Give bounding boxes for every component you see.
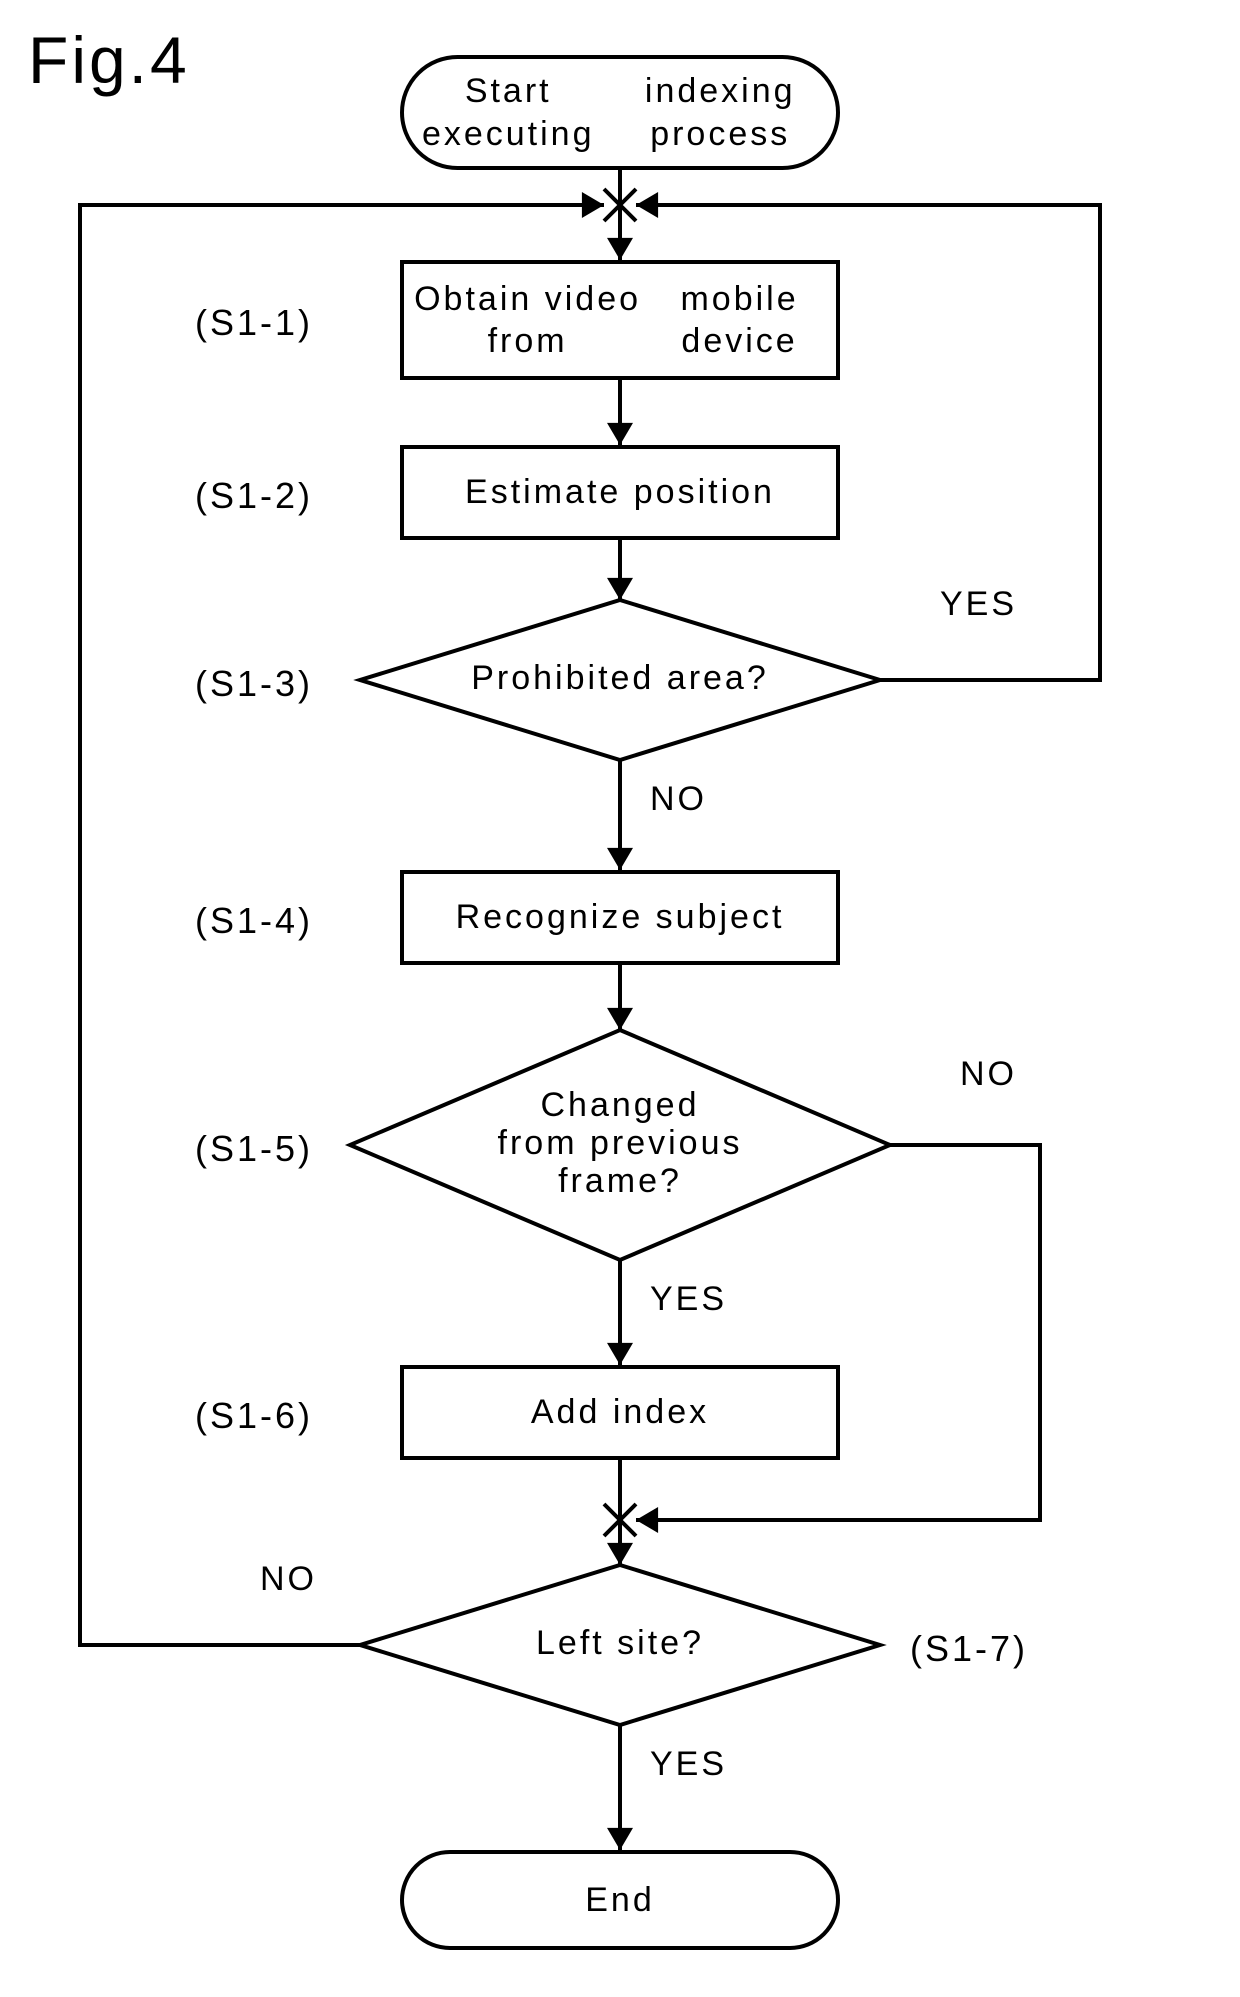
svg-text:Left site?: Left site?	[536, 1624, 704, 1662]
node-s1: Obtain video frommobile device	[400, 260, 840, 380]
node-start: Start executingindexing process	[400, 55, 840, 170]
node-s4: Recognize subject	[400, 870, 840, 965]
flowchart-canvas: Fig.4 Start executingindexing process Ob…	[0, 0, 1240, 1997]
node-s6: Add index	[400, 1365, 840, 1460]
label-s5: (S1-5)	[195, 1128, 313, 1170]
label-s7: (S1-7)	[910, 1628, 1028, 1670]
svg-text:frame?: frame?	[558, 1162, 682, 1200]
node-s2: Estimate position	[400, 445, 840, 540]
label-s1: (S1-1)	[195, 302, 313, 344]
svg-text:from previous: from previous	[498, 1124, 743, 1162]
label-s4: (S1-4)	[195, 900, 313, 942]
svg-text:Prohibited area?: Prohibited area?	[471, 659, 769, 697]
edge-label-s5-yes: YES	[650, 1280, 727, 1319]
edge-label-s7-no: NO	[260, 1560, 317, 1599]
node-end: End	[400, 1850, 840, 1950]
label-s3: (S1-3)	[195, 663, 313, 705]
edge-label-s3-yes: YES	[940, 585, 1017, 624]
edge-label-s7-yes: YES	[650, 1745, 727, 1784]
edge-label-s3-no: NO	[650, 780, 707, 819]
svg-text:Changed: Changed	[540, 1086, 699, 1124]
figure-title: Fig.4	[28, 22, 190, 98]
label-s2: (S1-2)	[195, 475, 313, 517]
label-s6: (S1-6)	[195, 1395, 313, 1437]
edge-label-s5-no: NO	[960, 1055, 1017, 1094]
